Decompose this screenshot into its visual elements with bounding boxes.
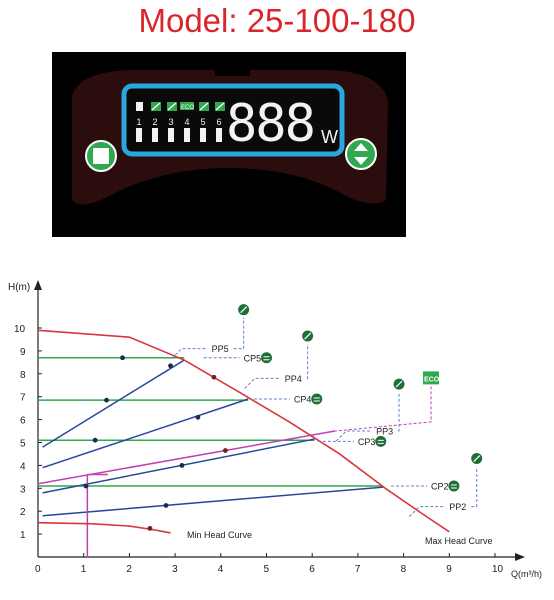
mode-curve-icon bbox=[199, 102, 209, 111]
y-tick-label: 9 bbox=[20, 347, 26, 358]
leader-line-pp4 bbox=[244, 344, 309, 389]
marker-point-max bbox=[211, 374, 217, 380]
pp-icon bbox=[471, 453, 483, 465]
pp-line-pp5 bbox=[42, 359, 185, 448]
y-tick-label: 3 bbox=[20, 484, 26, 495]
up-down-arrows-icon[interactable] bbox=[345, 138, 377, 170]
mode-number-3: 3 bbox=[169, 117, 174, 127]
min-head-curve-label: Min Head Curve bbox=[187, 530, 252, 540]
mode-curve-icon bbox=[215, 102, 225, 111]
y-tick-label: 10 bbox=[14, 324, 26, 335]
marker-point-min bbox=[147, 525, 153, 531]
x-tick-label: 0 bbox=[35, 564, 41, 575]
min-head-curve-line bbox=[37, 521, 171, 534]
max-head-curve-label: Max Head Curve bbox=[425, 536, 493, 546]
marker-point-pp4 bbox=[195, 414, 201, 420]
marker-point-cp2 bbox=[83, 483, 89, 489]
stop-square-icon[interactable] bbox=[85, 140, 117, 172]
x-tick-label: 8 bbox=[401, 564, 407, 575]
pp-icon bbox=[238, 304, 250, 316]
y-axis-label: H(m) bbox=[8, 282, 30, 293]
eco-badge-icon: ECO bbox=[180, 102, 194, 111]
mode-square-icon bbox=[136, 102, 143, 111]
x-tick-label: 5 bbox=[264, 564, 270, 575]
y-tick-label: 2 bbox=[20, 507, 26, 518]
curve-label-cp3: CP3 bbox=[358, 437, 376, 447]
marker-point-pp5 bbox=[168, 363, 173, 369]
y-tick-label: 4 bbox=[20, 461, 26, 472]
x-tick-label: 9 bbox=[446, 564, 452, 575]
y-tick-label: 6 bbox=[20, 416, 26, 427]
curve-label-pp3: PP3 bbox=[376, 427, 393, 437]
auto-curve-line bbox=[37, 430, 336, 485]
mode-bar-2 bbox=[152, 128, 158, 142]
display-screen bbox=[121, 83, 345, 157]
x-tick-label: 7 bbox=[355, 564, 361, 575]
x-axis-arrow bbox=[515, 553, 525, 561]
leader-line-pp2 bbox=[408, 466, 478, 517]
max-head-curve-line bbox=[37, 329, 450, 533]
mode-number-5: 5 bbox=[201, 117, 206, 127]
marker-point-cp5 bbox=[120, 355, 125, 361]
mode-number-1: 1 bbox=[137, 117, 142, 127]
marker-point-pp3 bbox=[179, 463, 185, 468]
mode-bar-6 bbox=[216, 128, 222, 142]
curve-label-pp2: PP2 bbox=[449, 502, 466, 512]
pp-line-pp4 bbox=[42, 398, 249, 469]
mode-bar-3 bbox=[168, 128, 174, 142]
leader-line-pp5 bbox=[171, 317, 245, 359]
x-tick-label: 4 bbox=[218, 564, 224, 575]
curve-label-cp5: CP5 bbox=[244, 353, 262, 363]
curve-label-pp4: PP4 bbox=[285, 374, 302, 384]
mode-number-4: 4 bbox=[185, 117, 190, 127]
display-digits: 888 bbox=[226, 94, 314, 154]
y-tick-label: 7 bbox=[20, 393, 26, 404]
cp-icon bbox=[448, 480, 460, 492]
cp-icon bbox=[261, 352, 272, 364]
eco-badge-text: ECO bbox=[181, 105, 194, 111]
pp-icon bbox=[302, 330, 314, 342]
cp-icon bbox=[311, 393, 323, 405]
model-title: Model: 25-100-180 bbox=[138, 2, 416, 39]
mode-number-2: 2 bbox=[153, 117, 158, 127]
x-tick-label: 1 bbox=[81, 564, 87, 575]
marker-point-auto bbox=[222, 448, 228, 453]
leader-line-pp3 bbox=[335, 392, 400, 442]
eco-badge: ECO bbox=[423, 371, 440, 385]
y-tick-label: 8 bbox=[20, 370, 26, 381]
pp-line-pp2 bbox=[42, 486, 384, 517]
marker-point-cp3 bbox=[92, 437, 98, 443]
mode-bar-5 bbox=[200, 128, 206, 142]
marker-point-cp4 bbox=[104, 397, 109, 403]
curve-label-cp2: CP2 bbox=[431, 482, 449, 492]
eco-leader-line bbox=[335, 386, 432, 432]
curve-label-cp4: CP4 bbox=[294, 394, 312, 404]
mode-bar-1 bbox=[136, 128, 142, 142]
x-tick-label: 2 bbox=[126, 564, 132, 575]
x-tick-label: 6 bbox=[309, 564, 315, 575]
cp-icon bbox=[375, 435, 387, 447]
marker-point-pp2 bbox=[163, 503, 169, 508]
mode-bar-4 bbox=[184, 128, 190, 142]
x-tick-label: 10 bbox=[492, 564, 504, 575]
control-panel: 1 2 3 4 5 6 ECO 888 W bbox=[52, 52, 406, 237]
y-axis-arrow bbox=[34, 280, 42, 290]
y-tick-label: 1 bbox=[20, 530, 26, 541]
y-tick-label: 5 bbox=[20, 439, 26, 450]
pp-icon bbox=[393, 378, 405, 390]
display-unit: W bbox=[321, 127, 338, 147]
pp-line-pp3 bbox=[42, 438, 315, 494]
mode-number-6: 6 bbox=[217, 117, 222, 127]
x-tick-label: 3 bbox=[172, 564, 178, 575]
eco-badge-text: ECO bbox=[424, 376, 440, 383]
mode-curve-icon bbox=[167, 102, 177, 111]
mode-curve-icon bbox=[151, 102, 161, 111]
curve-label-pp5: PP5 bbox=[212, 344, 229, 354]
x-axis-label: Q(m³/h) bbox=[511, 569, 542, 579]
